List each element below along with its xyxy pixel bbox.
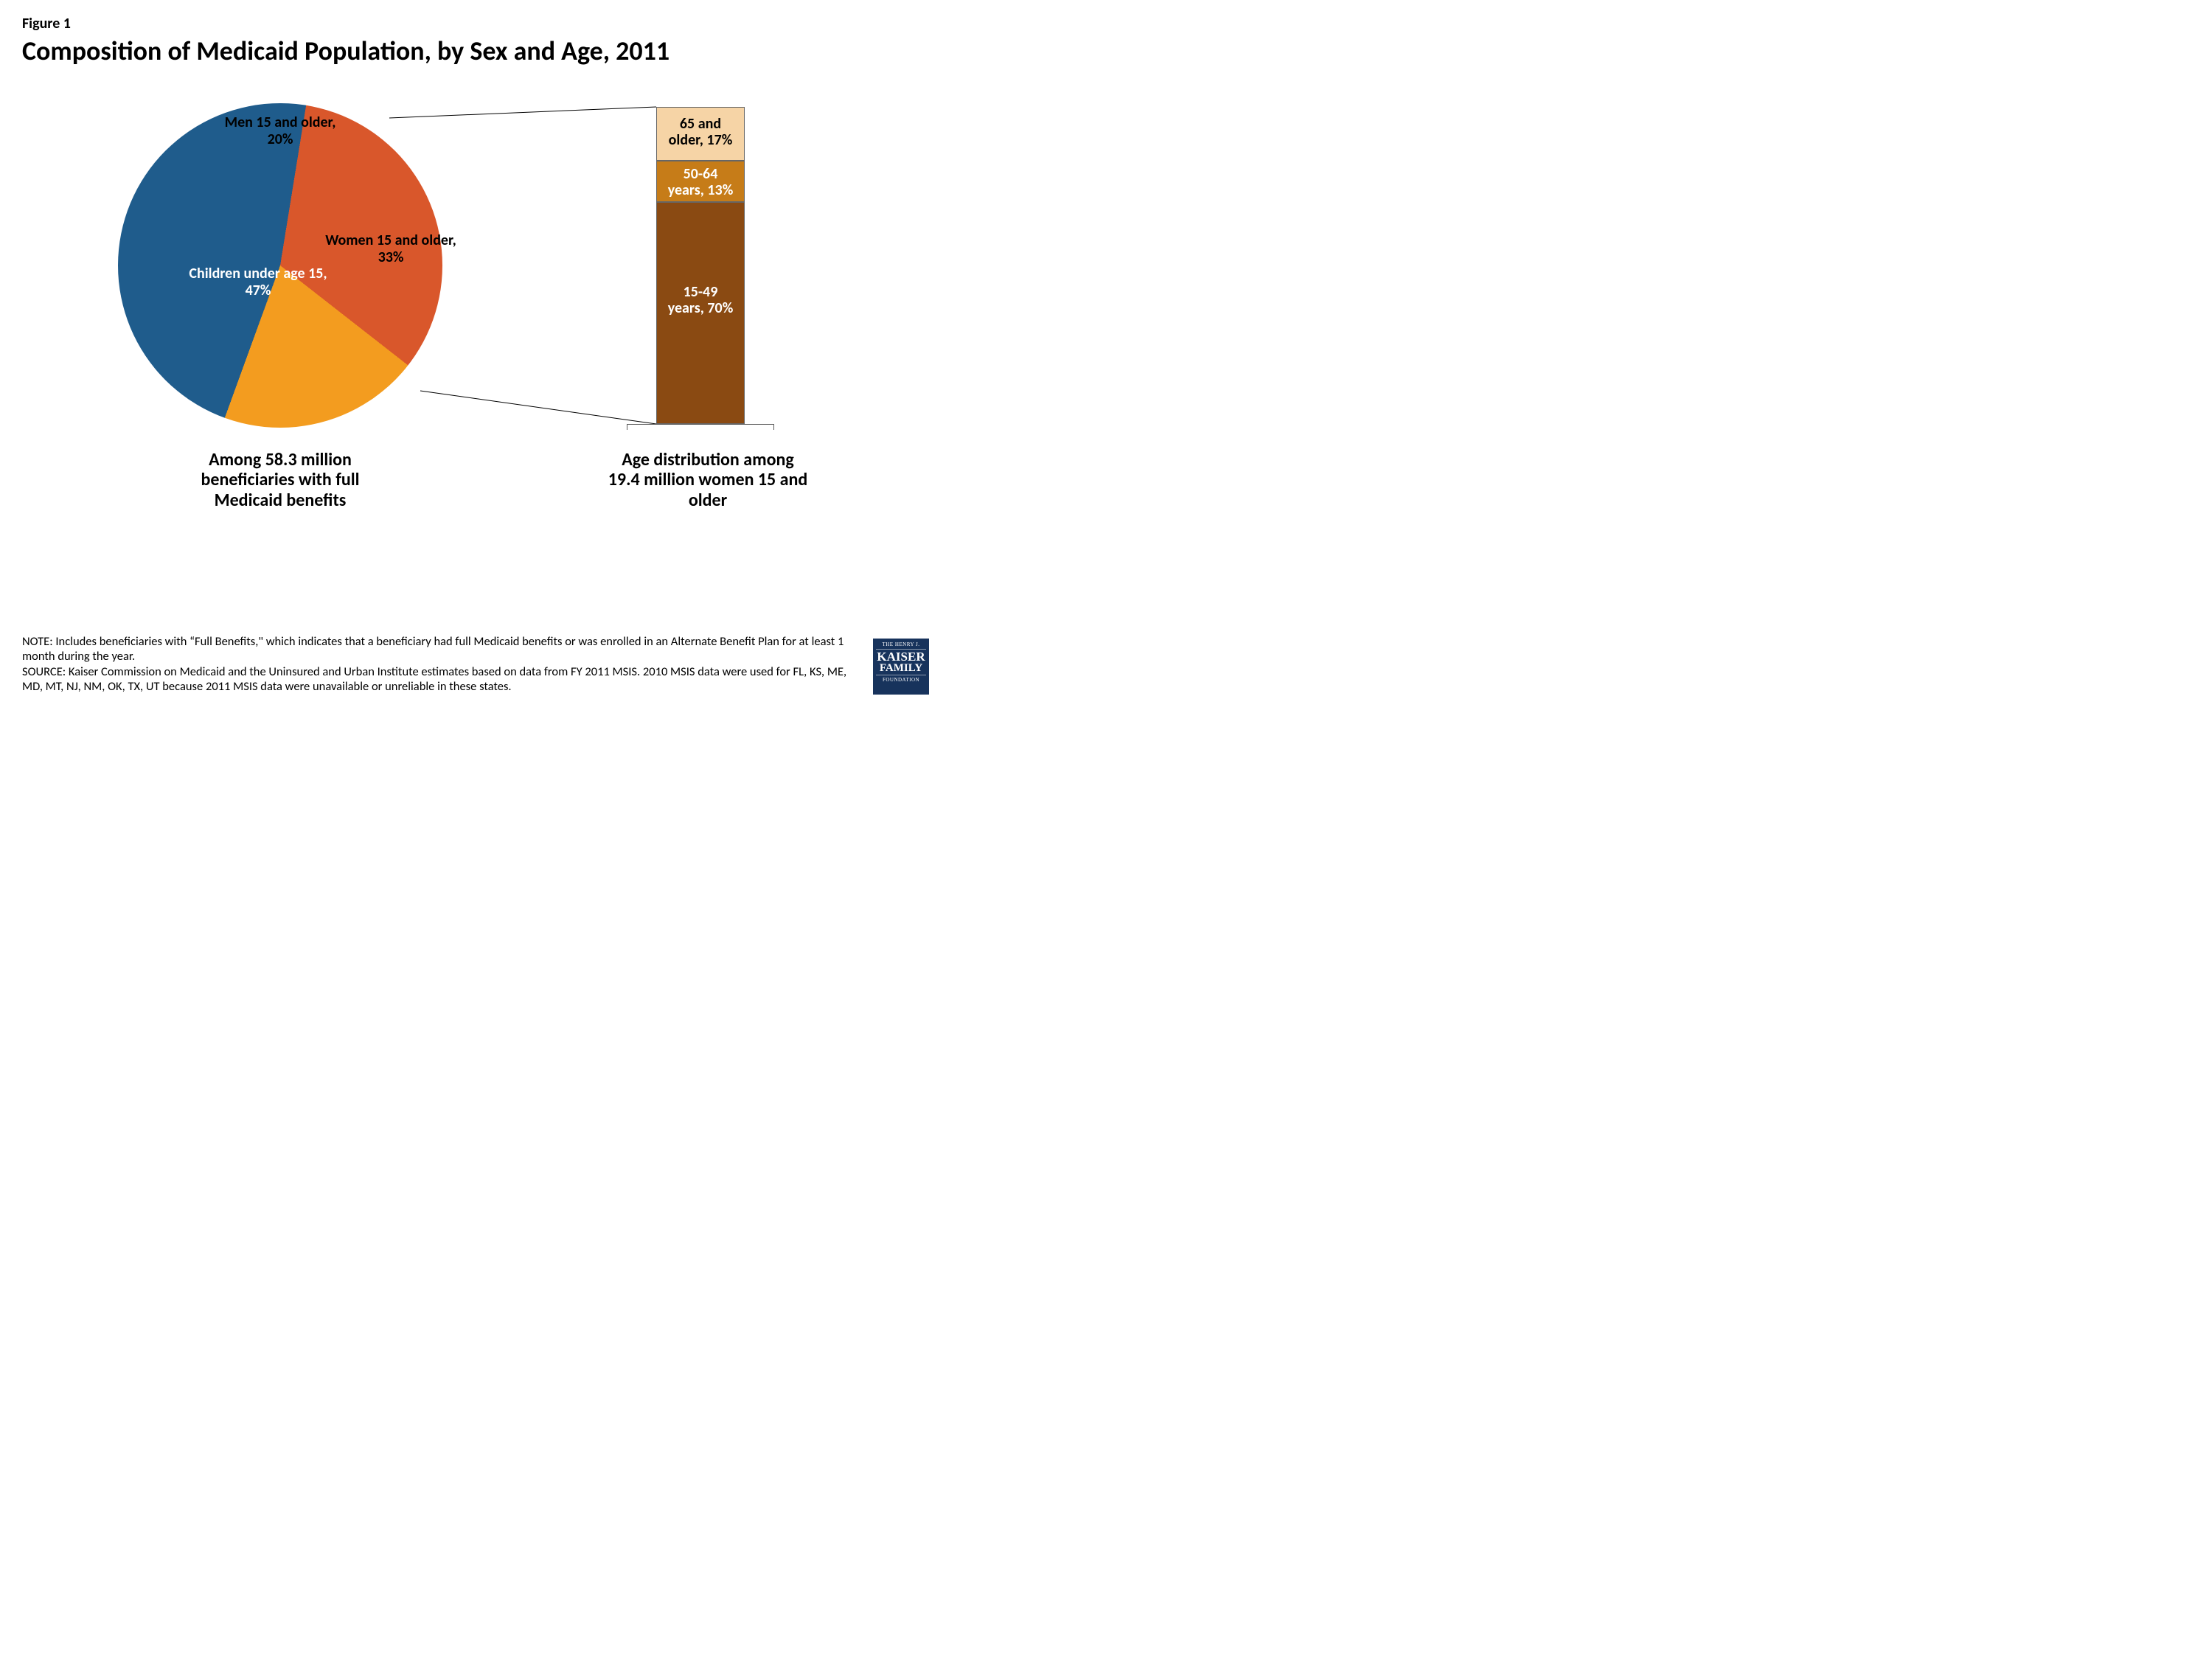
pie-caption: Among 58.3 million beneficiaries with fu… — [125, 450, 435, 511]
chart-area: Children under age 15, 47% Women 15 and … — [22, 88, 922, 560]
bar-caption: Age distribution among 19.4 million wome… — [560, 450, 855, 511]
leader-line-bottom — [420, 391, 656, 424]
stacked-bar-chart: 65 and older, 17% 50-64 years, 13% 15-49… — [656, 107, 745, 424]
pie-label-men15: Men 15 and older, 20% — [206, 114, 354, 148]
source-text: SOURCE: Kaiser Commission on Medicaid an… — [22, 664, 855, 695]
logo-line3: FAMILY — [876, 663, 926, 675]
bar-label-15-49: 15-49 years, 70% — [619, 284, 782, 316]
bar-label-50-64: 50-64 years, 13% — [619, 166, 782, 198]
pie-chart: Children under age 15, 47% Women 15 and … — [118, 103, 442, 428]
kaiser-logo: THE HENRY J. KAISER FAMILY FOUNDATION — [873, 639, 929, 695]
footnotes: NOTE: Includes beneficiaries with “Full … — [22, 634, 855, 695]
page: Figure 1 Composition of Medicaid Populat… — [0, 0, 944, 708]
bar-axis — [627, 424, 774, 425]
chart-title: Composition of Medicaid Population, by S… — [22, 37, 922, 66]
pie-label-children: Children under age 15, 47% — [173, 265, 343, 299]
figure-label: Figure 1 — [22, 15, 922, 32]
note-text: NOTE: Includes beneficiaries with “Full … — [22, 634, 855, 664]
logo-line1: THE HENRY J. — [876, 641, 926, 650]
bar-label-65plus: 65 and older, 17% — [619, 116, 782, 148]
pie-label-women15: Women 15 and older, 33% — [310, 232, 472, 266]
logo-line4: FOUNDATION — [873, 677, 929, 683]
logo-line2: KAISER — [873, 651, 929, 663]
